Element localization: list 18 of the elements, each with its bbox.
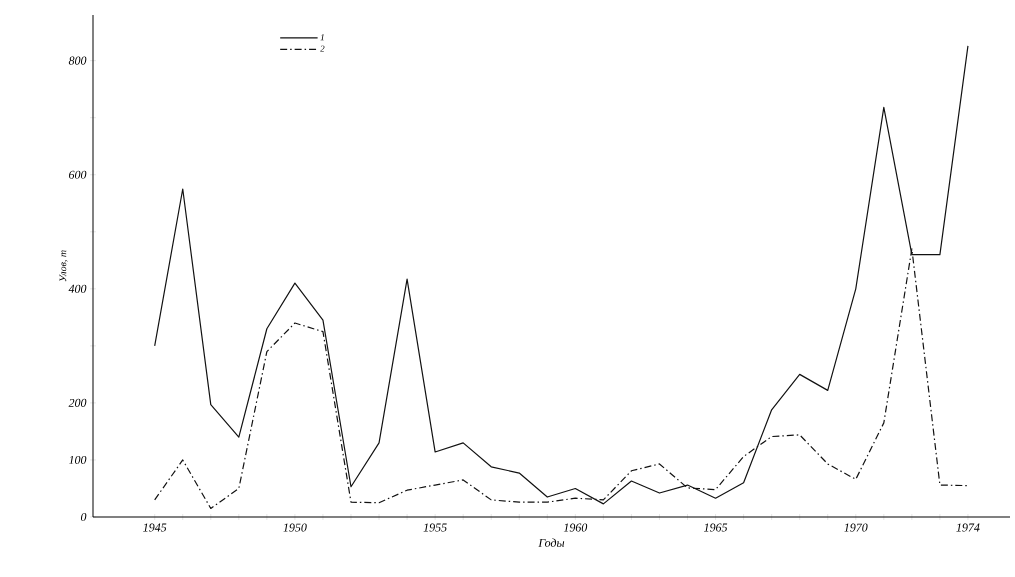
line-series: [154, 45, 969, 505]
y-tick-label: 800: [68, 56, 87, 65]
y-tick-label: 600: [69, 170, 87, 179]
x-tick-label: 1950: [283, 523, 307, 532]
y-tick-label: 400: [68, 284, 87, 293]
x-axis-title: Годы: [538, 538, 565, 547]
legend-label: 2: [320, 45, 325, 52]
x-tick-label: 1965: [704, 523, 728, 532]
y-tick-label: 200: [68, 398, 87, 407]
x-tick-label: 1970: [844, 523, 868, 532]
x-tick-label: 1955: [423, 523, 447, 532]
x-tick-label: 1960: [563, 523, 588, 532]
y-tick-label: 0: [80, 512, 87, 522]
y-axis-title: Улов, т: [59, 250, 68, 282]
legend-label: 1: [320, 34, 324, 41]
x-tick-label: 1974: [956, 523, 980, 532]
x-tick-label: 1945: [143, 523, 167, 532]
y-tick-label: 100: [68, 455, 87, 464]
